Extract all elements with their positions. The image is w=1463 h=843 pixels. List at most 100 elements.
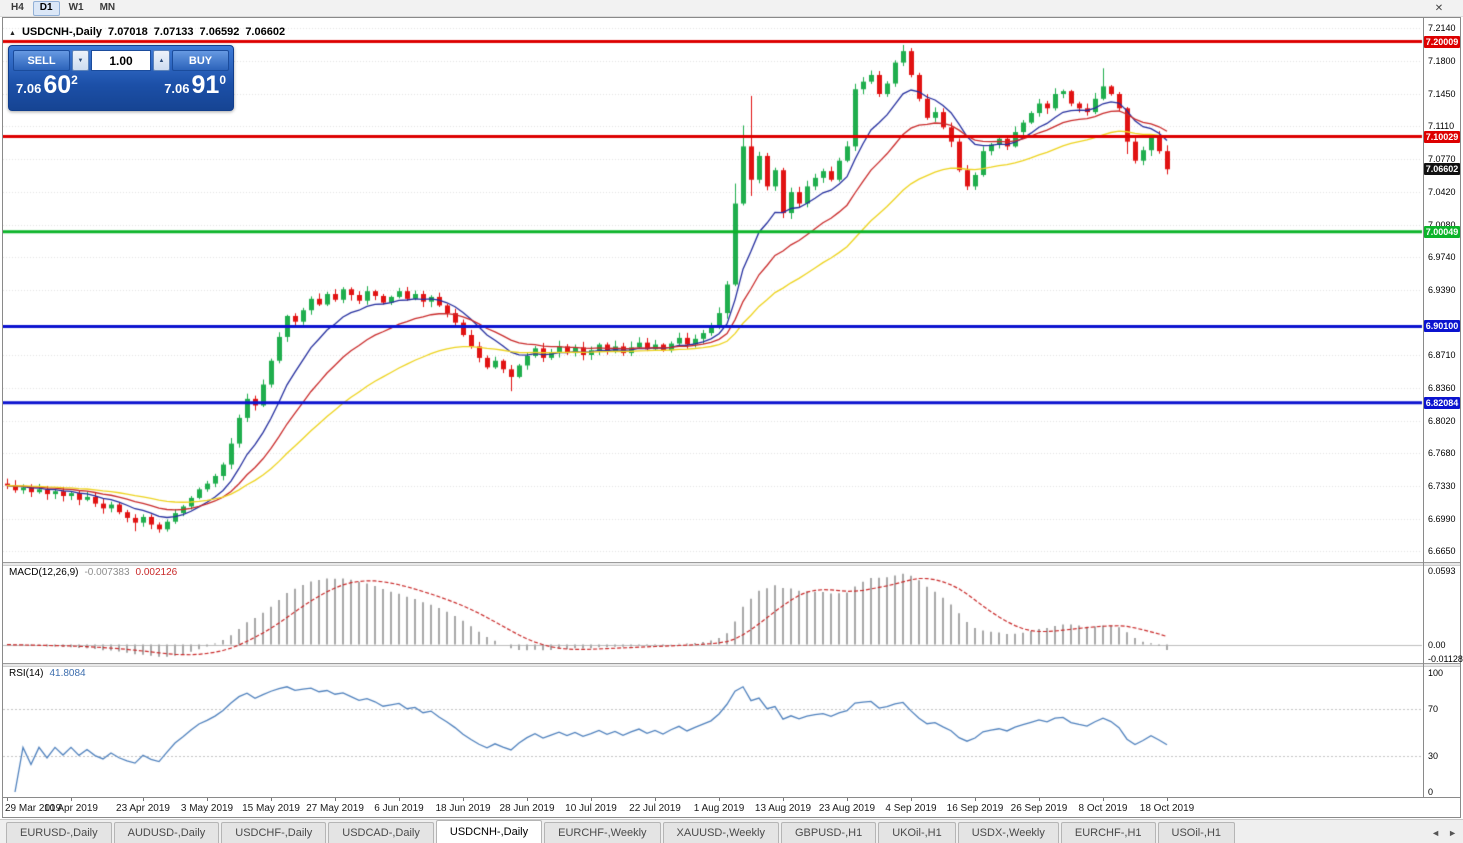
timeframe-button-h4[interactable]: H4 (4, 1, 31, 16)
price-tick-label: 6.6650 (1428, 546, 1456, 557)
price-tick-label: 6.8020 (1428, 415, 1456, 426)
tab-scroll-right-icon[interactable]: ► (1448, 828, 1457, 838)
rsi-axis-label: 70 (1428, 703, 1439, 714)
tab-usdchf-daily[interactable]: USDCHF-,Daily (221, 822, 327, 843)
date-tick-label: 29 Mar 2019 (5, 803, 62, 814)
date-tick-mark (655, 798, 656, 801)
price-tick-label: 6.8360 (1428, 383, 1456, 394)
price-chart-canvas[interactable] (3, 18, 1460, 817)
tab-usdx-weekly[interactable]: USDX-,Weekly (957, 822, 1059, 843)
date-tick-mark (783, 798, 784, 801)
volume-increase-button[interactable]: ▲ (153, 50, 170, 71)
tab-gbpusd-h1[interactable]: GBPUSD-,H1 (780, 822, 877, 843)
price-scale[interactable]: 7.2140 7.1800 7.1450 7.1110 7.0770 7.0420 7.00… (1424, 18, 1463, 797)
chart-symbol-period: USDCNH-,Daily (21, 26, 103, 38)
date-tick-label: 8 Oct 2019 (1078, 803, 1128, 814)
price-tick-label: 7.0080 (1428, 219, 1456, 230)
price-tick-label: 6.8710 (1428, 350, 1456, 360)
date-tick-label: 23 Apr 2019 (116, 803, 170, 814)
date-tick-mark (975, 798, 976, 801)
timeframe-button-d1[interactable]: D1 (32, 0, 60, 16)
volume-decrease-button[interactable]: ▼ (72, 50, 89, 71)
date-tick-label: 13 Aug 2019 (754, 803, 812, 814)
close-icon[interactable]: ✕ (1431, 1, 1447, 16)
date-tick-label: 23 Aug 2019 (818, 803, 876, 814)
date-tick-label: 18 Jun 2019 (435, 803, 491, 814)
date-tick-label: 18 Oct 2019 (1139, 803, 1195, 814)
tab-eurchf-h1[interactable]: EURCHF-,H1 (1060, 822, 1156, 843)
tab-usdcad-daily[interactable]: USDCAD-,Daily (328, 822, 434, 843)
timeframe-toolbar: H4 D1 W1 MN ✕ (0, 0, 1463, 17)
sell-price-prefix: 7.06 (16, 81, 42, 96)
price-tick-label: 7.0770 (1428, 153, 1456, 164)
rsi-value: 41.8084 (49, 668, 86, 679)
date-tick-label: 4 Sep 2019 (885, 803, 937, 814)
date-tick-label: 1 Aug 2019 (693, 803, 745, 814)
collapse-trade-panel-icon[interactable]: ▲ (9, 30, 16, 37)
timeframe-button-w1[interactable]: W1 (62, 1, 91, 16)
price-tick-label: 7.1800 (1428, 55, 1456, 66)
tab-usoil-h1[interactable]: USOil-,H1 (1157, 822, 1236, 843)
price-scale-border (1423, 18, 1424, 797)
rsi-axis-label: 30 (1428, 751, 1439, 762)
buy-price-sup: 0 (219, 73, 226, 87)
time-scale[interactable]: 29 Mar 2019 10 Apr 2019 23 Apr 2019 3 May 2… (3, 797, 1460, 817)
rsi-name: RSI(14) (9, 668, 44, 679)
price-tick-label: 7.2140 (1428, 23, 1456, 34)
tab-audusd-daily[interactable]: AUDUSD-,Daily (113, 822, 220, 843)
date-tick-mark (911, 798, 912, 801)
macd-axis-label: 0.00 (1428, 639, 1446, 650)
horizontal-line-price-badge: 7.20009 (1424, 35, 1460, 48)
chart-window: ▲ USDCNH-,Daily 7.07018 7.07133 7.06592 … (2, 17, 1463, 818)
date-tick-mark (591, 798, 592, 801)
tab-usdcnh-daily[interactable]: USDCNH-,Daily (435, 820, 543, 843)
date-tick-mark (463, 798, 464, 801)
price-tick-label: 6.7680 (1428, 448, 1456, 459)
date-tick-label: 3 May 2019 (180, 803, 234, 814)
date-tick-label: 28 Jun 2019 (499, 803, 555, 814)
date-tick-mark (1103, 798, 1104, 801)
sell-button[interactable]: SELL (13, 50, 70, 71)
macd-main-value: -0.007383 (84, 567, 130, 578)
date-tick-label: 16 Sep 2019 (946, 803, 1004, 814)
tab-xauusd-weekly[interactable]: XAUUSD-,Weekly (662, 822, 779, 843)
date-tick-mark (7, 798, 8, 801)
date-tick-mark (527, 798, 528, 801)
tab-eurusd-daily[interactable]: EURUSD-,Daily (6, 822, 112, 843)
tab-eurchf-weekly[interactable]: EURCHF-,Weekly (544, 822, 661, 843)
date-tick-label: 10 Apr 2019 (44, 803, 98, 814)
price-tick-label: 7.1110 (1428, 121, 1455, 132)
buy-price: 7.06 91 0 (164, 73, 226, 98)
rsi-axis-label: 100 (1428, 668, 1444, 678)
macd-signal-value: 0.002126 (135, 567, 178, 578)
volume-input[interactable] (91, 50, 151, 71)
rsi-axis-label: 0 (1428, 787, 1434, 797)
price-tick-label: 7.0420 (1428, 187, 1456, 198)
ohlc-close: 7.06602 (245, 26, 286, 38)
sell-price-big: 60 (43, 71, 72, 99)
tab-ukoil-h1[interactable]: UKOil-,H1 (878, 822, 956, 843)
price-tick-label: 6.6990 (1428, 513, 1456, 524)
date-tick-mark (847, 798, 848, 801)
macd-name: MACD(12,26,9) (9, 567, 79, 578)
pane-divider[interactable] (3, 562, 1460, 566)
buy-button[interactable]: BUY (172, 50, 229, 71)
horizontal-line-price-badge: 6.90100 (1424, 320, 1460, 333)
sell-price: 7.06 60 2 (16, 73, 78, 98)
date-tick-label: 15 May 2019 (242, 803, 300, 814)
price-tick-label: 7.1450 (1428, 89, 1456, 99)
ohlc-high: 7.07133 (153, 26, 194, 38)
horizontal-line-price-badge: 7.10029 (1424, 130, 1460, 143)
rsi-indicator-label: RSI(14) 41.8084 (9, 668, 86, 679)
date-tick-mark (207, 798, 208, 801)
date-tick-mark (399, 798, 400, 801)
chart-tab-list: EURUSD-,Daily AUDUSD-,Daily USDCHF-,Daily U… (0, 820, 1463, 843)
chart-tab-bar: EURUSD-,Daily AUDUSD-,Daily USDCHF-,Daily U… (0, 819, 1463, 843)
buy-price-big: 91 (191, 71, 220, 99)
pane-divider[interactable] (3, 663, 1460, 667)
one-click-trading-panel: SELL ▼ ▲ BUY 7.06 60 2 7.06 91 0 (8, 45, 234, 111)
timeframe-button-mn[interactable]: MN (93, 1, 123, 16)
date-tick-mark (71, 798, 72, 801)
macd-axis-label: -0.011289 (1428, 654, 1463, 664)
tab-scroll-left-icon[interactable]: ◄ (1431, 828, 1441, 838)
